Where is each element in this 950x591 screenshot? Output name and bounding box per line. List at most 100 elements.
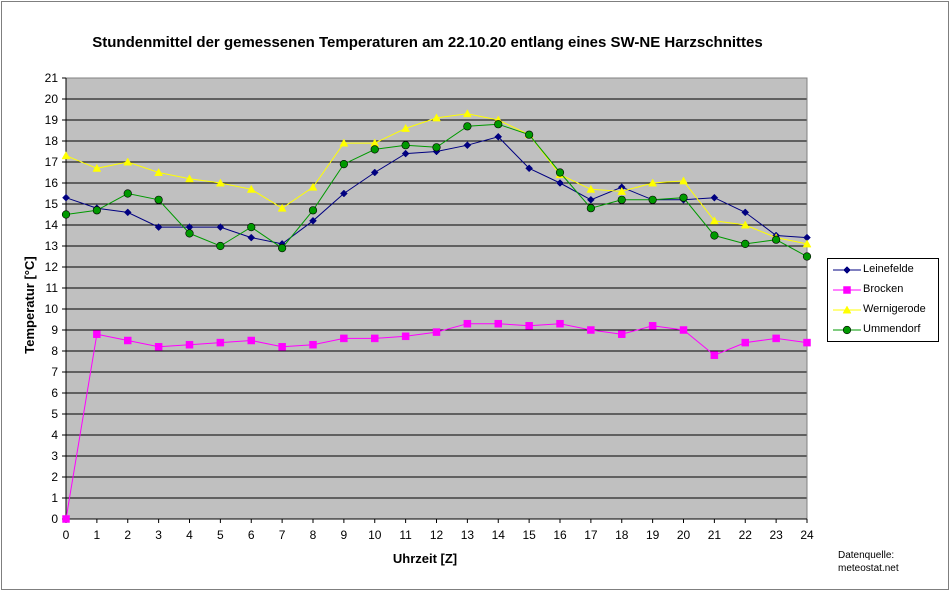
y-tick-label: 17: [45, 155, 59, 169]
x-tick-label: 20: [677, 528, 691, 542]
y-tick-label: 3: [51, 449, 58, 463]
y-tick-label: 9: [51, 323, 58, 337]
data-point-ummendorf: [679, 193, 688, 202]
y-tick-label: 6: [51, 386, 58, 400]
legend-label: Ummendorf: [863, 323, 921, 335]
data-point-ummendorf: [123, 189, 132, 198]
data-point-ummendorf: [308, 206, 318, 215]
data-point-wernigerode: [185, 174, 194, 183]
data-point-brocken: [648, 322, 657, 330]
data-point-ummendorf: [370, 145, 379, 154]
data-point-wernigerode: [215, 178, 225, 187]
y-tick-label: 12: [45, 260, 59, 274]
legend-item-leinefelde: Leinefelde: [828, 260, 938, 280]
y-tick-label: 15: [45, 197, 59, 211]
data-point-wernigerode: [401, 123, 411, 132]
source-value: meteostat.net: [838, 563, 899, 574]
data-point-ummendorf: [463, 122, 472, 131]
legend-marker-ummendorf: [833, 325, 861, 335]
legend-item-wernigerode: Wernigerode: [828, 300, 938, 320]
data-point-leinefelde: [556, 179, 564, 187]
data-point-wernigerode: [61, 151, 71, 160]
legend-marker-shape: [843, 266, 851, 274]
data-point-ummendorf: [154, 195, 163, 204]
data-point-leinefelde: [463, 141, 472, 150]
x-tick-label: 5: [217, 528, 224, 542]
x-tick-label: 24: [800, 528, 814, 542]
data-point-ummendorf: [802, 252, 812, 261]
data-point-brocken: [556, 319, 564, 328]
data-point-wernigerode: [277, 203, 287, 212]
legend-label: Wernigerode: [863, 303, 926, 315]
y-tick-label: 11: [46, 281, 59, 295]
x-tick-label: 8: [310, 528, 317, 542]
x-tick-label: 2: [124, 528, 131, 542]
data-point-brocken: [401, 332, 410, 341]
y-tick-label: 20: [45, 92, 59, 106]
legend-marker-wernigerode: [833, 305, 861, 314]
series-group: [61, 109, 812, 523]
data-point-ummendorf: [555, 168, 565, 177]
data-point-ummendorf: [401, 141, 410, 150]
legend-marker-shape: [842, 305, 852, 314]
x-tick-label: 23: [769, 528, 783, 542]
chart-title: Stundenmittel der gemessenen Temperature…: [92, 34, 763, 51]
data-point-leinefelde: [587, 195, 595, 204]
data-point-wernigerode: [679, 176, 688, 185]
data-point-brocken: [494, 319, 502, 328]
x-tick-labels: 0 1 2 3 4 5 6 7 8 9 10 11 12 13 14 15 16 17 18 19 20 21 22 23 24: [63, 519, 814, 542]
x-tick-label: 17: [584, 528, 598, 542]
data-point-leinefelde: [370, 168, 379, 177]
data-point-wernigerode: [339, 138, 349, 147]
x-tick-label: 19: [646, 528, 660, 542]
x-tick-label: 21: [708, 528, 722, 542]
data-point-ummendorf: [494, 120, 503, 129]
data-point-wernigerode: [462, 109, 472, 118]
data-point-leinefelde: [525, 164, 533, 173]
data-point-wernigerode: [246, 184, 256, 193]
data-point-ummendorf: [648, 195, 657, 204]
x-tick-label: 10: [368, 528, 382, 542]
y-tick-label: 13: [45, 239, 59, 253]
data-point-ummendorf: [525, 130, 534, 139]
data-point-brocken: [679, 326, 688, 334]
y-tick-label: 8: [51, 344, 58, 358]
x-tick-label: 0: [63, 528, 70, 542]
data-point-ummendorf: [339, 160, 348, 169]
y-tick-label: 1: [51, 491, 58, 505]
data-point-brocken: [618, 330, 626, 338]
data-point-leinefelde: [62, 193, 70, 202]
data-point-leinefelde: [494, 132, 503, 141]
data-point-ummendorf: [741, 239, 750, 248]
x-tick-label: 12: [430, 528, 444, 542]
x-tick-label: 16: [553, 528, 567, 542]
legend-label: Brocken: [863, 283, 904, 295]
x-tick-label: 18: [615, 528, 629, 542]
data-point-brocken: [124, 336, 132, 345]
data-point-wernigerode: [92, 163, 102, 172]
data-point-ummendorf: [61, 210, 71, 219]
y-tick-label: 18: [45, 134, 59, 148]
data-point-brocken: [432, 328, 441, 336]
data-point-ummendorf: [432, 143, 441, 152]
x-tick-label: 22: [739, 528, 753, 542]
legend-item-ummendorf: Ummendorf: [828, 320, 938, 340]
legend-marker-leinefelde: [833, 266, 861, 274]
x-tick-label: 4: [186, 528, 193, 542]
data-point-brocken: [62, 515, 70, 523]
y-tick-label: 19: [45, 113, 59, 127]
y-tick-label: 21: [45, 71, 59, 85]
data-point-leinefelde: [741, 208, 750, 217]
data-point-ummendorf: [772, 235, 781, 244]
data-point-wernigerode: [740, 220, 750, 229]
data-point-brocken: [185, 340, 194, 349]
data-point-brocken: [525, 322, 533, 330]
series-ummendorf: [61, 120, 812, 261]
data-point-ummendorf: [185, 229, 194, 238]
data-point-wernigerode: [648, 178, 658, 187]
data-point-wernigerode: [802, 239, 812, 248]
data-point-brocken: [216, 338, 225, 347]
x-tick-label: 15: [522, 528, 536, 542]
data-point-wernigerode: [123, 157, 133, 166]
